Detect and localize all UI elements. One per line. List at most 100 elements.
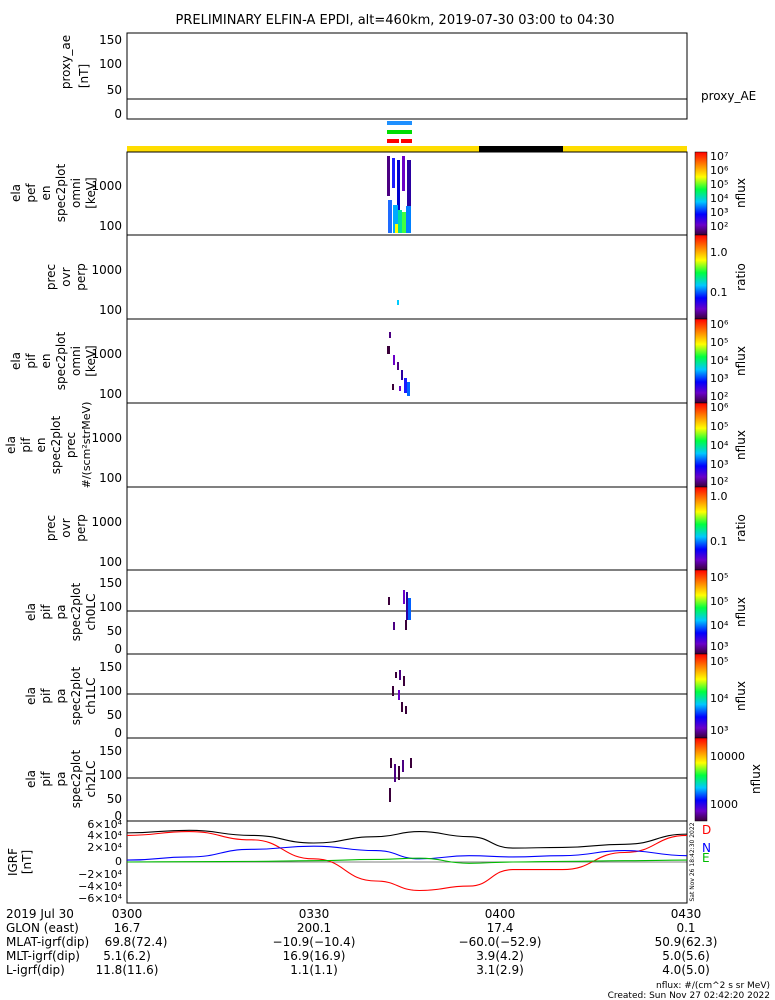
ephem-val: 3.9(4.2) <box>476 949 524 963</box>
panel-8-label: ela <box>24 770 38 788</box>
panel-7-label: spec2plot <box>69 666 83 725</box>
cbar-4-title: nflux <box>734 430 748 460</box>
panel-5-label: ovr <box>59 518 73 537</box>
cbar-3-title: nflux <box>734 346 748 376</box>
panel-3-label: en <box>39 354 53 369</box>
ephem-val: 0330 <box>299 907 330 921</box>
cbar-1-tick: 10⁷ <box>710 150 728 163</box>
igrf-ytick: 2×10⁴ <box>87 841 122 854</box>
cbar-1-tick: 10³ <box>710 206 728 219</box>
panel-1-label: en <box>39 186 53 201</box>
panel-8-ytick: 150 <box>99 744 122 758</box>
panel-7-label: ch1LC <box>84 678 98 715</box>
status-bars <box>127 121 687 152</box>
panel-1-label: ela <box>9 184 23 202</box>
cbar-1-tick: 10⁴ <box>710 192 729 205</box>
cbar-7-tick: 10⁴ <box>710 692 729 705</box>
panel-7-label: ela <box>24 687 38 705</box>
panel-2-label: prec <box>44 264 58 290</box>
proxy-ae-ytick: 150 <box>99 33 122 47</box>
cbar-5-tick: 0.1 <box>710 535 728 548</box>
panel-4-label: prec <box>64 432 78 458</box>
panel-6-ytick: 50 <box>107 624 122 638</box>
panel-1-label: spec2plot <box>54 163 68 222</box>
cbar-2-title: ratio <box>734 263 748 291</box>
panel-1-label: omni <box>69 178 83 208</box>
panel-4-label: #/(scm²strMeV) <box>80 402 93 489</box>
proxy-ae-panel: proxy_ae [nT] 150 100 50 0 proxy_AE <box>59 32 756 121</box>
cbar-3-tick: 10⁴ <box>710 354 729 367</box>
panel-7-ytick: 50 <box>107 708 122 722</box>
panel-1-ytick: 100 <box>99 219 122 233</box>
colorbar-8 <box>694 737 708 822</box>
proxy-ae-ytick: 0 <box>114 107 122 121</box>
panel-3-ytick: 100 <box>99 387 122 401</box>
panel-8-label: pif <box>39 771 53 787</box>
cbar-2-tick: 0.1 <box>710 286 728 299</box>
colorbar-1 <box>694 151 708 236</box>
panel-7-ytick: 150 <box>99 660 122 674</box>
igrf-legend-e: E <box>702 851 710 865</box>
ephem-val: 1.1(1.1) <box>290 963 338 977</box>
ephem-label: MLT-igrf(dip) <box>6 949 80 963</box>
panel-6-ytick: 100 <box>99 600 122 614</box>
sunlight-bar <box>563 146 687 152</box>
panel-5: prec ovr perp 1000 100 1.0 0.1 ratio <box>44 486 748 571</box>
plot-title: PRELIMINARY ELFIN-A EPDI, alt=460km, 201… <box>176 13 615 28</box>
cbar-3-tick: 10³ <box>710 372 728 385</box>
ephem-val: 50.9(62.3) <box>655 935 718 949</box>
igrf-series-d <box>126 831 688 892</box>
ephem-val: 0300 <box>112 907 143 921</box>
cbar-2-tick: 1.0 <box>710 246 728 259</box>
igrf-ylabel: IGRF <box>6 848 20 876</box>
panel-7-label: pa <box>54 689 68 704</box>
ephem-val: 3.1(2.9) <box>476 963 524 977</box>
cbar-3-tick: 10⁶ <box>710 318 729 331</box>
igrf-ytick: 6×10⁴ <box>87 818 122 831</box>
panel-8: ela pif pa spec2plot ch2LC 150 100 50 0 … <box>24 737 763 823</box>
ephem-val: −60.0(−52.9) <box>459 935 542 949</box>
panel-6-label: ch0LC <box>84 594 98 631</box>
sunlight-bar <box>127 146 479 152</box>
ephem-val: 0430 <box>671 907 702 921</box>
igrf-ytick: −2×10⁴ <box>78 868 122 881</box>
panel-4-label: ela <box>4 436 18 454</box>
panel-1-ytick: 1000 <box>91 179 122 193</box>
cbar-4-tick: 10⁶ <box>710 401 729 414</box>
igrf-series-n <box>126 845 688 861</box>
panel-2: prec ovr perp 1000 100 1.0 0.1 ratio <box>44 234 748 320</box>
cbar-6-tick: 10⁴ <box>710 619 729 632</box>
colorbar-2 <box>694 234 708 320</box>
status-bar-green <box>387 130 412 134</box>
panel-4-label: spec2plot <box>49 415 63 474</box>
cbar-8-tick: 10000 <box>710 750 745 763</box>
panel-2-ytick: 100 <box>99 303 122 317</box>
panel-2-label: perp <box>74 263 88 291</box>
panel-4: ela pif en spec2plot prec #/(scm²strMeV)… <box>4 401 748 488</box>
igrf-ytick: −6×10⁴ <box>78 892 122 905</box>
cbar-6-tick: 10⁵ <box>710 595 728 608</box>
ephem-label: GLON (east) <box>6 921 79 935</box>
panel-4-ytick: 100 <box>99 471 122 485</box>
panel-3-ytick: 1000 <box>91 347 122 361</box>
ephem-val: 69.8(72.4) <box>105 935 168 949</box>
units-note: nflux: #/(cm^2 s sr MeV) <box>656 981 770 991</box>
proxy-ae-ylabel-2: [nT] <box>77 64 91 88</box>
ephem-label: L-igrf(dip) <box>6 963 65 977</box>
igrf-legend-d: D <box>702 823 711 837</box>
panel-3-label: [keV] <box>84 345 98 376</box>
created-stamp: Created: Sun Nov 27 02:42:20 2022 <box>608 991 770 1000</box>
panel-8-label: spec2plot <box>69 749 83 808</box>
panel-8-label: pa <box>54 772 68 787</box>
panel-7-label: pif <box>39 688 53 704</box>
panel-5-ytick: 100 <box>99 555 122 569</box>
ephem-val: 200.1 <box>297 921 331 935</box>
proxy-ae-ylabel-1: proxy_ae <box>59 35 73 89</box>
ephem-val: −10.9(−10.4) <box>273 935 356 949</box>
ephem-val: 16.9(16.9) <box>283 949 346 963</box>
panel-7-ytick: 0 <box>114 726 122 740</box>
panel-8-ytick: 100 <box>99 768 122 782</box>
ephem-val: 5.0(5.6) <box>662 949 710 963</box>
proxy-ae-ytick: 50 <box>107 83 122 97</box>
